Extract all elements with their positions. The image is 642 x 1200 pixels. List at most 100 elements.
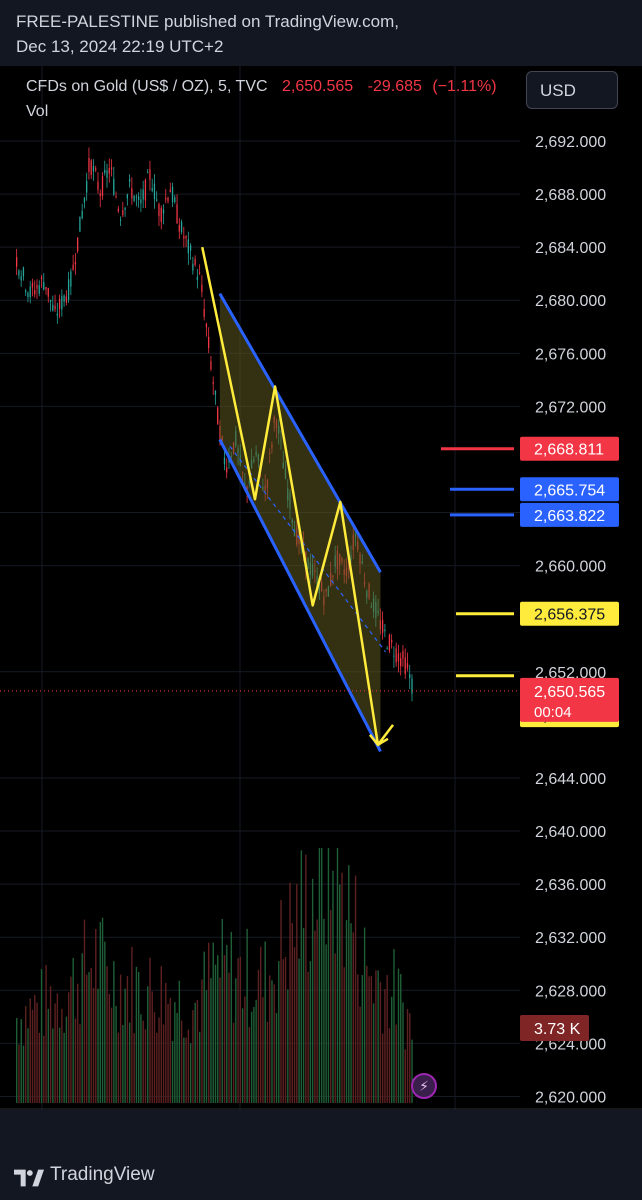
candle [115, 196, 117, 198]
volume-bar [332, 870, 334, 1103]
candle [203, 308, 205, 317]
publish-date: Dec 13, 2024 22:19 UTC+2 [16, 37, 224, 56]
footer: TradingView [0, 1160, 642, 1200]
candle [142, 189, 144, 200]
candle [217, 407, 219, 425]
volume-bar [305, 854, 307, 1103]
candle [124, 207, 126, 210]
price-tick-label: 2,636.000 [535, 877, 606, 894]
candle [67, 279, 70, 300]
volume-bar [205, 990, 208, 1103]
volume-bar [404, 1049, 406, 1103]
candle [171, 186, 174, 203]
footer-brand: TradingView [50, 1164, 155, 1185]
volume-bar [45, 964, 47, 1103]
channel-upper-line[interactable] [218, 292, 382, 574]
candle [29, 286, 31, 298]
candle [169, 189, 171, 193]
volume-bar [293, 947, 296, 1103]
candle [160, 207, 162, 222]
volume-bar [106, 966, 108, 1103]
volume-bar [393, 949, 395, 1103]
price-marker-label: 2,668.811 [534, 442, 604, 459]
volume-bar [27, 1028, 29, 1103]
volume-bar [359, 1006, 361, 1103]
candle [201, 284, 203, 293]
candle [22, 267, 25, 277]
candle [386, 648, 388, 650]
candle [131, 188, 133, 199]
volume-bar [391, 996, 393, 1103]
volume-bar [339, 884, 341, 1103]
candle [167, 197, 169, 202]
volume-bar [280, 899, 282, 1103]
price-tick-label: 2,628.000 [535, 983, 606, 1000]
candle [402, 650, 404, 659]
volume-bar [56, 993, 59, 1103]
volume-bar [122, 1024, 124, 1103]
volume-bar [291, 922, 294, 1103]
volume-bar [264, 941, 266, 1103]
volume-bar [357, 974, 359, 1103]
volume-bar [241, 1008, 244, 1103]
volume-bar [63, 1032, 65, 1103]
price-chart[interactable]: 2,692.000 2,688.000 2,684.000 2,680.000 2,67… [0, 66, 642, 1110]
price-marker-label: 2,665.754 [534, 482, 605, 499]
lightning-icon[interactable]: ⚡ [411, 1073, 437, 1099]
volume-bar [232, 1022, 235, 1103]
price-tick-label: 2,620.000 [535, 1089, 606, 1106]
volume-bar [95, 928, 97, 1103]
channel-midline[interactable] [229, 445, 386, 653]
channel-lower-line[interactable] [218, 438, 382, 753]
volume-bar [104, 941, 106, 1103]
candle [90, 160, 92, 176]
symbol-title: CFDs on Gold (US$ / OZ), 5, TVC [26, 78, 268, 95]
candle [54, 305, 56, 310]
legend-last-price: 2,650.565 [282, 78, 354, 95]
volume-bar [99, 922, 101, 1103]
volume-bar [54, 1003, 56, 1103]
candle [156, 199, 158, 201]
volume-bar [366, 965, 368, 1103]
price-tick-label: 2,676.000 [535, 346, 606, 363]
volume-bar [194, 1002, 196, 1103]
volume-bar [212, 942, 214, 1103]
volume-bar [214, 964, 217, 1103]
volume-bar [402, 1002, 404, 1103]
chart-panel[interactable]: 2,692.000 2,688.000 2,684.000 2,680.000 2,67… [0, 66, 642, 1110]
volume-bar [81, 953, 83, 1103]
volume-bar [97, 988, 99, 1103]
candle [187, 239, 189, 254]
volume-bar [219, 977, 221, 1103]
candle [165, 198, 167, 200]
volume-bar [167, 1003, 169, 1103]
volume-bar [325, 944, 327, 1103]
candle [43, 282, 45, 290]
candle [183, 236, 185, 239]
currency-button[interactable]: USD [526, 71, 618, 109]
candle [133, 195, 135, 201]
price-tick-label: 2,644.000 [535, 771, 606, 788]
volume-bar [336, 848, 339, 1103]
candle [135, 196, 138, 198]
candle [34, 289, 36, 295]
volume-bar [271, 980, 273, 1103]
volume-bar [43, 1035, 45, 1103]
price-tick-label: 2,632.000 [535, 930, 606, 947]
candle [83, 197, 86, 203]
candle [86, 181, 88, 193]
volume-bar [189, 1043, 192, 1103]
volume-label: 3.73 K [534, 1021, 581, 1038]
candle [388, 634, 391, 651]
volume-bar [228, 972, 230, 1103]
candle [117, 208, 119, 212]
volume-bar [70, 976, 72, 1103]
volume-bar [20, 1019, 22, 1103]
candle [88, 158, 90, 172]
candle [47, 288, 49, 297]
volume-bar [88, 972, 90, 1103]
volume-bar [140, 1014, 142, 1103]
candle [106, 170, 108, 178]
volume-bar [386, 975, 388, 1103]
candle [128, 179, 131, 182]
